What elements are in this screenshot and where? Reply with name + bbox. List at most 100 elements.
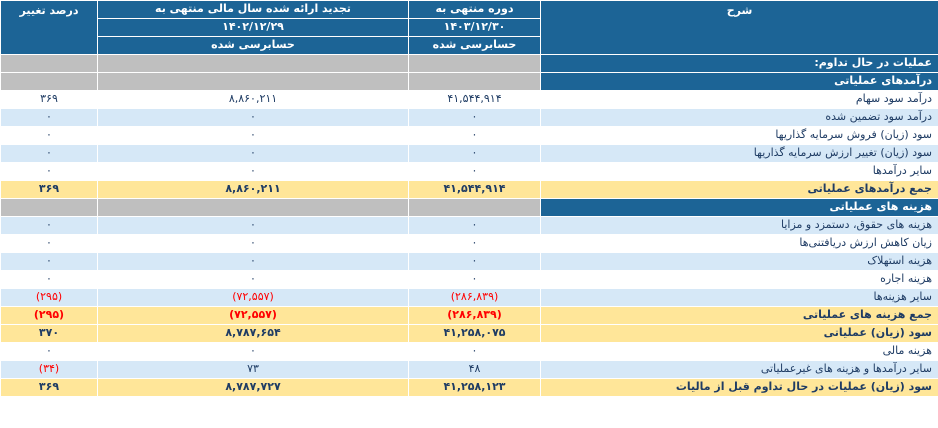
current-value-cell: ۰ [408,235,540,253]
current-value-cell: ۴۸ [408,361,540,379]
current-value-cell: ۰ [408,217,540,235]
change-value-cell: ۰ [0,343,97,361]
row-label-cell: سود (زیان) عملیات در حال تداوم قبل از ما… [540,379,938,397]
current-value-cell: ۰ [408,109,540,127]
prior-value-cell: ۰ [97,217,408,235]
current-value-cell: ۰ [408,253,540,271]
table-header: شرح دوره منتهی به تجدید ارائه شده سال ما… [0,1,938,55]
current-value-cell: ۴۱,۵۴۴,۹۱۴ [408,91,540,109]
row-label-cell: زیان کاهش ارزش دریافتنی‌ها [540,235,938,253]
row-label-cell: سود (زیان) فروش سرمایه گذاریها [540,127,938,145]
change-value-cell: ۳۶۹ [0,379,97,397]
prior-period-date: ۱۴۰۲/۱۲/۲۹ [97,19,408,37]
row-label-cell: درآمد سود سهام [540,91,938,109]
table-row: سود (زیان) عملیات در حال تداوم قبل از ما… [0,379,938,397]
row-label-cell: سود (زیان) عملیاتی [540,325,938,343]
current-value-cell: ۴۱,۲۵۸,۰۷۵ [408,325,540,343]
table-row: هزینه استهلاک ۰ ۰ ۰ [0,253,938,271]
change-value-cell: ۰ [0,235,97,253]
row-label-cell: درآمد سود تضمین شده [540,109,938,127]
prior-value-cell: ۰ [97,343,408,361]
table-row: درآمد سود سهام ۴۱,۵۴۴,۹۱۴ ۸,۸۶۰,۲۱۱ ۳۶۹ [0,91,938,109]
column-header-current-period: دوره منتهی به [408,1,540,19]
table-row: سایر درآمدها ۰ ۰ ۰ [0,163,938,181]
change-value-cell: ۰ [0,109,97,127]
prior-value-cell: ۰ [97,109,408,127]
row-label-cell: هزینه استهلاک [540,253,938,271]
prior-value-cell [97,55,408,73]
column-header-percent-change: درصد تغییر [0,1,97,55]
change-value-cell: (۲۹۵) [0,289,97,307]
change-value-cell: ۳۶۹ [0,91,97,109]
change-value-cell: ۰ [0,163,97,181]
section-header-row: هزینه های عملیاتی [0,199,938,217]
row-label-cell: درآمدهای عملیاتی [540,73,938,91]
row-label-cell: سایر هزینه‌ها [540,289,938,307]
table-row: سود (زیان) تغییر ارزش سرمایه گذاریها ۰ ۰ ۰ [0,145,938,163]
table-row: سود (زیان) فروش سرمایه گذاریها ۰ ۰ ۰ [0,127,938,145]
table-row: هزینه مالی ۰ ۰ ۰ [0,343,938,361]
row-label-cell: عملیات در حال تداوم: [540,55,938,73]
change-value-cell: (۳۴) [0,361,97,379]
current-value-cell: (۲۸۶,۸۳۹) [408,307,540,325]
prior-value-cell: ۰ [97,253,408,271]
change-value-cell: ۰ [0,217,97,235]
table-row: سود (زیان) عملیاتی ۴۱,۲۵۸,۰۷۵ ۸,۷۸۷,۶۵۴ ۳۷۰ [0,325,938,343]
row-label-cell: سایر درآمدها و هزینه های غیرعملیاتی [540,361,938,379]
prior-value-cell: ۰ [97,271,408,289]
prior-value-cell: ۸,۸۶۰,۲۱۱ [97,181,408,199]
change-value-cell: ۰ [0,253,97,271]
current-value-cell: ۰ [408,343,540,361]
prior-value-cell: (۷۲,۵۵۷) [97,307,408,325]
change-value-cell: ۰ [0,145,97,163]
current-value-cell: ۴۱,۵۴۴,۹۱۴ [408,181,540,199]
table-row: سایر درآمدها و هزینه های غیرعملیاتی ۴۸ ۷۳(… [0,361,938,379]
header-row-titles: شرح دوره منتهی به تجدید ارائه شده سال ما… [0,1,938,19]
table-row: سایر هزینه‌ها (۲۸۶,۸۳۹) (۷۲,۵۵۷) (۲۹۵) [0,289,938,307]
current-value-cell: ۰ [408,271,540,289]
change-value-cell: ۰ [0,271,97,289]
table-row: جمع هزینه های عملیاتی (۲۸۶,۸۳۹) (۷۲,۵۵۷) (۲… [0,307,938,325]
table-row: زیان کاهش ارزش دریافتنی‌ها ۰ ۰ ۰ [0,235,938,253]
current-value-cell: ۰ [408,145,540,163]
change-value-cell [0,199,97,217]
change-value-cell [0,55,97,73]
current-value-cell: (۲۸۶,۸۳۹) [408,289,540,307]
change-value-cell: ۳۷۰ [0,325,97,343]
prior-value-cell: ۸,۸۶۰,۲۱۱ [97,91,408,109]
table-row: درآمد سود تضمین شده ۰ ۰ ۰ [0,109,938,127]
row-label-cell: هزینه مالی [540,343,938,361]
column-header-description: شرح [540,1,938,55]
row-label-cell: جمع درآمدهای عملیاتی [540,181,938,199]
prior-value-cell: ۰ [97,127,408,145]
prior-value-cell: ۸,۷۸۷,۷۲۷ [97,379,408,397]
statement-table-body: عملیات در حال تداوم: درآمدهای عملیاتی درآم… [0,55,938,397]
current-period-audit-status: حسابرسی شده [408,37,540,55]
current-value-cell: ۴۱,۲۵۸,۱۲۳ [408,379,540,397]
prior-value-cell [97,73,408,91]
column-header-prior-period: تجدید ارائه شده سال مالی منتهی به [97,1,408,19]
prior-value-cell: ۷۳ [97,361,408,379]
row-label-cell: سود (زیان) تغییر ارزش سرمایه گذاریها [540,145,938,163]
row-label-cell: هزینه های عملیاتی [540,199,938,217]
row-label-cell: جمع هزینه های عملیاتی [540,307,938,325]
current-value-cell [408,55,540,73]
change-value-cell: (۲۹۵) [0,307,97,325]
prior-value-cell: (۷۲,۵۵۷) [97,289,408,307]
current-value-cell [408,199,540,217]
table-row: هزینه اجاره ۰ ۰ ۰ [0,271,938,289]
prior-value-cell: ۰ [97,163,408,181]
change-value-cell: ۳۶۹ [0,181,97,199]
current-period-date: ۱۴۰۳/۱۲/۳۰ [408,19,540,37]
prior-value-cell: ۰ [97,145,408,163]
current-value-cell: ۰ [408,163,540,181]
prior-value-cell: ۰ [97,235,408,253]
prior-value-cell: ۸,۷۸۷,۶۵۴ [97,325,408,343]
change-value-cell [0,73,97,91]
section-header-row: درآمدهای عملیاتی [0,73,938,91]
current-value-cell: ۰ [408,127,540,145]
table-row: جمع درآمدهای عملیاتی ۴۱,۵۴۴,۹۱۴ ۸,۸۶۰,۲۱۱ ۳… [0,181,938,199]
current-value-cell [408,73,540,91]
row-label-cell: هزینه های حقوق، دستمزد و مزایا [540,217,938,235]
change-value-cell: ۰ [0,127,97,145]
